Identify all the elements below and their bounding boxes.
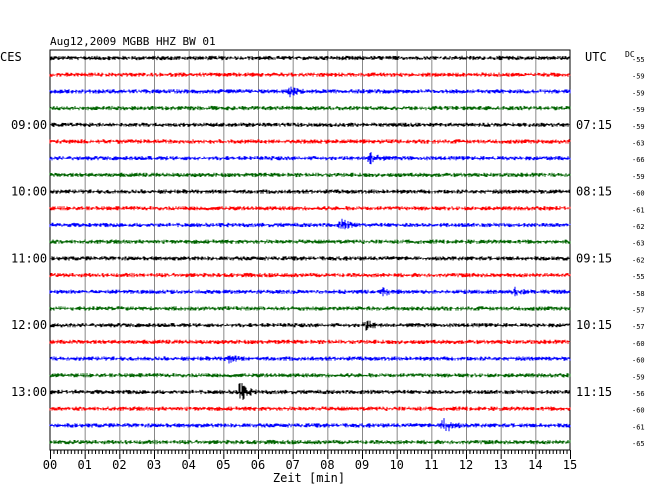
- dc-offset-label: -57: [632, 323, 645, 331]
- x-tick-label: 07: [285, 458, 299, 472]
- seismic-trace: [49, 105, 571, 111]
- seismic-trace: [49, 256, 571, 261]
- seismic-trace: [49, 339, 571, 345]
- seismic-trace: [49, 406, 571, 411]
- x-tick-label: 12: [459, 458, 473, 472]
- grid: [49, 49, 571, 459]
- seismic-trace: [49, 439, 571, 445]
- seismic-trace: [49, 139, 571, 144]
- seismic-trace: [49, 206, 571, 211]
- dc-offset-label: -59: [632, 89, 645, 97]
- seismic-trace: [49, 239, 571, 244]
- labels: 00 01 02 03 04 05 06 07 08 09 10 11 12 13 14 15 -55 -59 -5…: [11, 56, 645, 472]
- seismic-trace: [49, 189, 571, 194]
- left-timezone-label: CES: [0, 50, 22, 64]
- seismic-trace: [49, 306, 571, 311]
- x-tick-label: 13: [493, 458, 507, 472]
- seismic-trace: [49, 383, 571, 400]
- dc-offset-label: -60: [632, 190, 645, 198]
- seismic-trace: [49, 122, 571, 127]
- seismic-trace: [49, 320, 571, 331]
- seismic-trace: [49, 86, 571, 98]
- x-tick-label: 02: [112, 458, 126, 472]
- x-tick-label: 15: [563, 458, 577, 472]
- dc-offset-label: -63: [632, 140, 645, 148]
- dc-offset-label: -57: [632, 307, 645, 315]
- dc-offset-label: -60: [632, 340, 645, 348]
- dc-offset-label: -59: [632, 106, 645, 114]
- seismic-trace: [49, 355, 571, 364]
- dc-offset-label: -60: [632, 407, 645, 415]
- left-time-label: 13:00: [11, 385, 47, 399]
- seismic-trace: [49, 72, 571, 77]
- dc-offset-label: -55: [632, 273, 645, 281]
- seismic-trace: [49, 172, 571, 178]
- dc-offset-label: -61: [632, 206, 645, 214]
- dc-offset-label: -59: [632, 73, 645, 81]
- seismic-trace: [49, 286, 571, 297]
- dc-offset-label: -65: [632, 440, 645, 448]
- right-time-label: 08:15: [576, 185, 612, 199]
- seismic-trace: [49, 55, 571, 61]
- left-time-label: 12:00: [11, 318, 47, 332]
- dc-offset-label: -66: [632, 156, 645, 164]
- x-tick-label: 11: [424, 458, 438, 472]
- left-time-label: 09:00: [11, 118, 47, 132]
- right-time-label: 10:15: [576, 318, 612, 332]
- right-timezone-label: UTC: [585, 50, 607, 64]
- x-tick-label: 06: [251, 458, 265, 472]
- dc-offset-label: -55: [632, 56, 645, 64]
- left-time-label: 10:00: [11, 185, 47, 199]
- dc-offset-label: -62: [632, 223, 645, 231]
- left-time-label: 11:00: [11, 251, 47, 265]
- x-tick-label: 05: [216, 458, 230, 472]
- traces: [49, 55, 571, 445]
- x-tick-label: 04: [181, 458, 195, 472]
- dc-offset-label: -59: [632, 123, 645, 131]
- seismic-trace: [49, 152, 571, 165]
- x-axis-label: Zeit [min]: [273, 471, 345, 485]
- dc-offset-label: -61: [632, 423, 645, 431]
- right-time-label: 07:15: [576, 118, 612, 132]
- x-tick-label: 01: [77, 458, 91, 472]
- x-tick-label: 10: [389, 458, 403, 472]
- dc-label: DC: [625, 50, 635, 59]
- dc-offset-label: -58: [632, 290, 645, 298]
- seismic-trace: [49, 272, 571, 278]
- seismic-trace: [49, 373, 571, 378]
- dc-offset-label: -60: [632, 357, 645, 365]
- x-tick-label: 03: [147, 458, 161, 472]
- right-time-label: 09:15: [576, 251, 612, 265]
- x-tick-label: 00: [43, 458, 57, 472]
- x-tick-label: 08: [320, 458, 334, 472]
- dc-offset-label: -56: [632, 390, 645, 398]
- x-tick-label: 09: [355, 458, 369, 472]
- dc-offset-label: -63: [632, 240, 645, 248]
- chart-title: Aug12,2009 MGBB HHZ BW 01: [50, 35, 216, 48]
- x-tick-label: 14: [528, 458, 542, 472]
- dc-offset-label: -59: [632, 373, 645, 381]
- dc-offset-label: -59: [632, 173, 645, 181]
- plot-frame: [49, 49, 571, 451]
- dc-offset-label: -62: [632, 256, 645, 264]
- seismic-trace: [49, 418, 571, 432]
- right-time-label: 11:15: [576, 385, 612, 399]
- seismic-trace: [49, 218, 571, 230]
